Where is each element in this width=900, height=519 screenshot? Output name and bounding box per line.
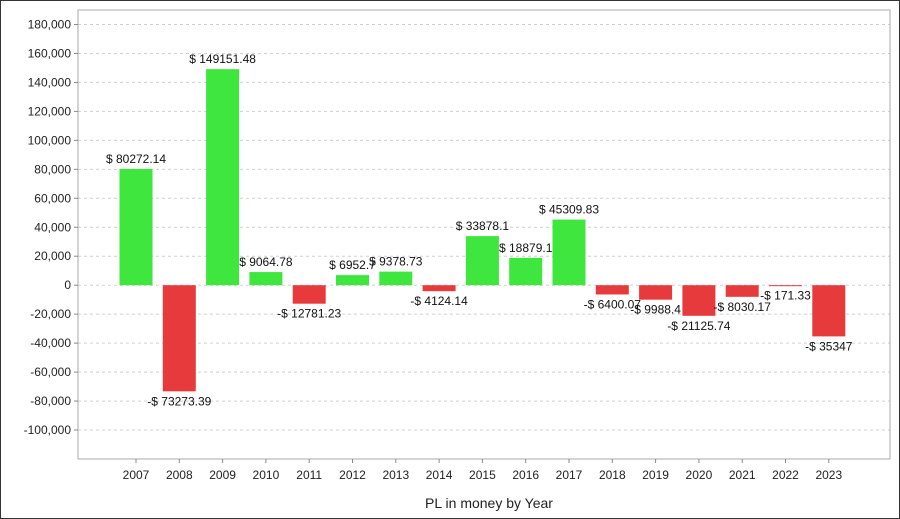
y-tick-label: 100,000 [28, 133, 72, 147]
x-axis-title: PL in money by Year [425, 495, 553, 511]
bar [119, 168, 153, 286]
y-tick-label: -40,000 [30, 336, 71, 350]
bar [725, 285, 759, 297]
bar [292, 285, 326, 304]
bar [336, 275, 369, 286]
bar [422, 285, 456, 292]
x-tick-label: 2011 [296, 468, 322, 482]
y-tick-label: -20,000 [30, 307, 71, 321]
bar [639, 285, 673, 300]
bar [552, 219, 586, 286]
y-tick-label: 60,000 [34, 191, 71, 205]
bar [249, 272, 283, 286]
y-tick-label: 120,000 [28, 104, 72, 118]
y-tick-label: 180,000 [28, 17, 72, 31]
data-label: -$ 21125.74 [667, 319, 730, 333]
bar [812, 285, 846, 337]
data-label: -$ 171.33 [760, 288, 811, 302]
y-tick-label: -100,000 [24, 423, 72, 437]
data-label: -$ 12781.23 [277, 307, 341, 321]
bar [379, 271, 413, 286]
data-label: -$ 6400.07 [584, 297, 642, 311]
bar [162, 285, 196, 392]
x-tick-label: 2007 [123, 468, 150, 482]
y-tick-label: 160,000 [28, 46, 72, 60]
data-label: $ 80272.14 [106, 152, 166, 166]
bar [206, 69, 240, 286]
x-tick-label: 2023 [815, 468, 842, 482]
data-label: $ 6952.7 [329, 258, 376, 272]
data-label: $ 149151.48 [189, 52, 256, 66]
data-labels: $ 80272.14 -$ 73273.39 $ 149151.48 $ 9064.7… [106, 52, 853, 408]
y-tick-label: -80,000 [30, 394, 71, 408]
data-label: $ 9064.78 [239, 255, 293, 269]
bars [119, 69, 846, 392]
x-tick-label: 2009 [209, 468, 236, 482]
y-tick-label: 80,000 [34, 162, 71, 176]
data-label: -$ 9988.4 [630, 303, 681, 317]
data-label: -$ 73273.39 [147, 394, 211, 408]
plot-area [77, 9, 891, 460]
data-label: $ 18879.1 [499, 241, 553, 255]
bar [595, 285, 629, 295]
data-label: $ 9378.73 [369, 255, 423, 269]
x-tick-label: 2017 [556, 468, 583, 482]
x-axis-ticks: 2007 2008 2009 2010 2011 2012 2013 2014 2015 2016… [123, 459, 842, 482]
x-tick-label: 2016 [512, 468, 539, 482]
x-tick-label: 2012 [339, 468, 366, 482]
data-label: -$ 8030.17 [714, 300, 772, 314]
bar [769, 285, 802, 287]
bar [509, 257, 543, 286]
data-label: -$ 35347 [805, 339, 853, 353]
data-label: $ 33878.1 [456, 219, 510, 233]
y-axis-ticks: -100,000 -80,000 -60,000 -40,000 -20,000 0 20,… [24, 17, 78, 437]
y-tick-label: 40,000 [34, 220, 71, 234]
y-tick-label: 0 [64, 278, 71, 292]
x-tick-label: 2008 [166, 468, 193, 482]
x-tick-label: 2013 [382, 468, 409, 482]
x-tick-label: 2018 [599, 468, 626, 482]
x-tick-label: 2010 [253, 468, 280, 482]
y-tick-label: -60,000 [30, 365, 71, 379]
x-tick-label: 2021 [729, 468, 756, 482]
data-label: -$ 4124.14 [410, 294, 468, 308]
data-label: $ 45309.83 [539, 203, 599, 217]
x-tick-label: 2014 [426, 468, 453, 482]
bar [465, 236, 499, 286]
x-tick-label: 2015 [469, 468, 496, 482]
bar [682, 285, 716, 316]
x-tick-label: 2019 [642, 468, 669, 482]
y-tick-label: 20,000 [34, 249, 71, 263]
x-tick-label: 2022 [772, 468, 799, 482]
x-tick-label: 2020 [686, 468, 713, 482]
y-tick-label: 140,000 [28, 75, 72, 89]
